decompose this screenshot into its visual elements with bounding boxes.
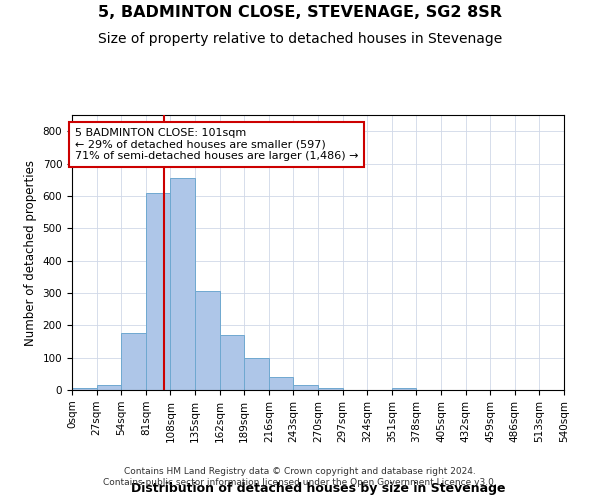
Bar	[97, 385, 121, 390]
Text: 5 BADMINTON CLOSE: 101sqm
← 29% of detached houses are smaller (597)
71% of semi: 5 BADMINTON CLOSE: 101sqm ← 29% of detac…	[75, 128, 358, 161]
Bar	[392, 388, 416, 390]
Bar	[318, 388, 343, 390]
Text: Contains HM Land Registry data © Crown copyright and database right 2024.
Contai: Contains HM Land Registry data © Crown c…	[103, 468, 497, 487]
Bar	[146, 192, 170, 390]
Bar	[121, 334, 146, 390]
Bar	[244, 358, 269, 390]
Bar	[293, 385, 318, 390]
Bar	[170, 178, 195, 390]
Text: Size of property relative to detached houses in Stevenage: Size of property relative to detached ho…	[98, 32, 502, 46]
Bar	[269, 377, 293, 390]
Y-axis label: Number of detached properties: Number of detached properties	[24, 160, 37, 346]
Bar	[195, 292, 220, 390]
Text: Distribution of detached houses by size in Stevenage: Distribution of detached houses by size …	[131, 482, 505, 495]
Text: 5, BADMINTON CLOSE, STEVENAGE, SG2 8SR: 5, BADMINTON CLOSE, STEVENAGE, SG2 8SR	[98, 5, 502, 20]
Bar	[72, 388, 97, 390]
Bar	[220, 335, 244, 390]
